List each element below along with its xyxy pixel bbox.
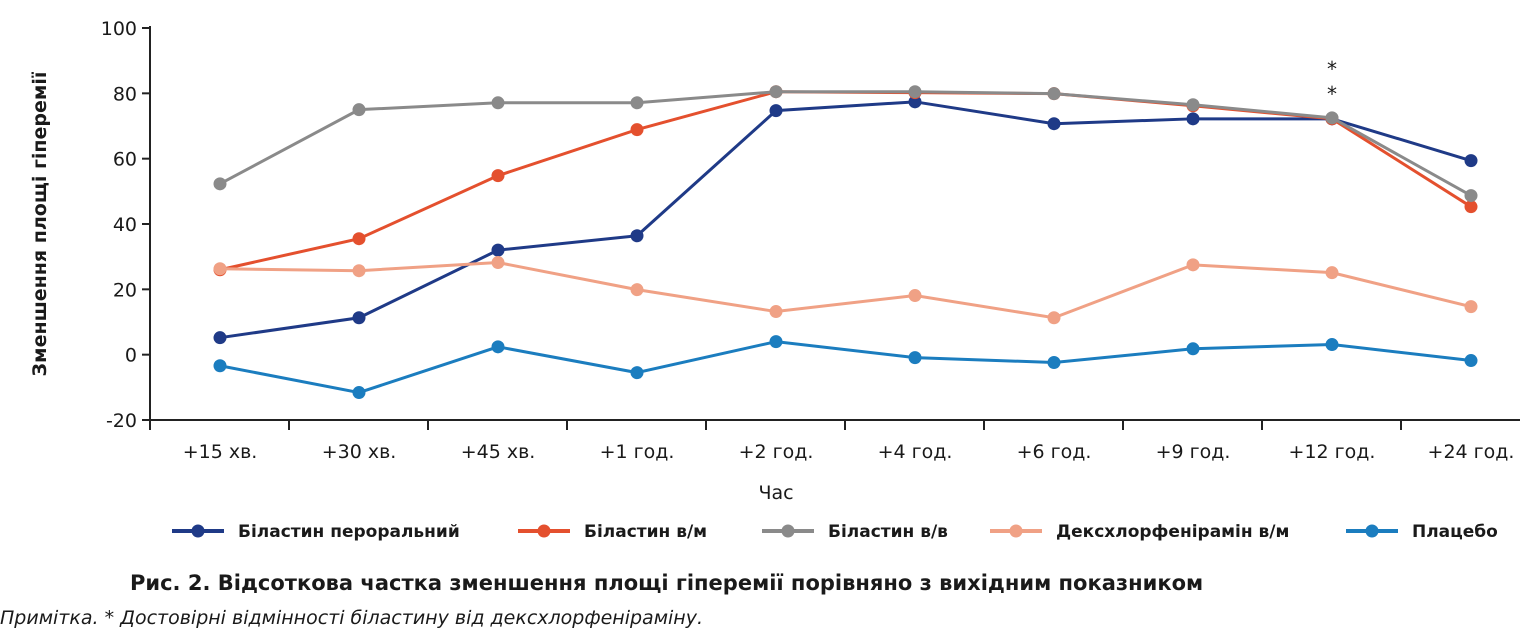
y-tick-label: 60 bbox=[113, 149, 137, 171]
data-point bbox=[491, 243, 505, 257]
x-tick-label: +4 год. bbox=[878, 441, 953, 463]
data-point bbox=[630, 366, 644, 380]
legend-label: Дексхлорфенірамін в/м bbox=[1056, 522, 1289, 542]
data-point bbox=[1047, 311, 1061, 325]
x-tick-label: +12 год. bbox=[1289, 441, 1376, 463]
data-point bbox=[1325, 266, 1339, 280]
data-point bbox=[769, 85, 783, 99]
data-point bbox=[769, 335, 783, 349]
y-tick-label: 80 bbox=[113, 83, 137, 105]
data-point bbox=[213, 331, 227, 345]
significance-marker: * bbox=[1327, 82, 1337, 106]
data-point bbox=[908, 95, 922, 109]
legend-marker bbox=[1009, 524, 1023, 538]
data-point bbox=[769, 305, 783, 319]
data-point bbox=[908, 351, 922, 365]
data-point bbox=[1325, 338, 1339, 352]
series-line-4 bbox=[219, 340, 1472, 395]
y-tick-label: 0 bbox=[125, 345, 137, 367]
data-point bbox=[1047, 87, 1061, 101]
data-point bbox=[352, 386, 366, 400]
legend: Біластин пероральний Біластин в/м Біластин… bbox=[172, 522, 1498, 542]
data-point bbox=[352, 311, 366, 325]
legend-marker bbox=[1365, 524, 1379, 538]
data-point bbox=[1186, 112, 1200, 126]
y-axis-label: Зменшення площі гіперемії bbox=[29, 71, 51, 376]
data-point bbox=[491, 340, 505, 354]
figure-caption: Рис. 2. Відсоткова частка зменшення площ… bbox=[130, 571, 1203, 595]
axes: 100 80 60 40 20 0 -20 +15 хв. +30 хв. +45 хв. +1 г… bbox=[101, 18, 1520, 463]
data-point bbox=[213, 359, 227, 373]
figure-note: Примітка. * Достовірні відмінності білас… bbox=[0, 607, 703, 629]
data-point bbox=[213, 262, 227, 276]
legend-label: Плацебо bbox=[1412, 522, 1498, 542]
legend-label: Біластин пероральний bbox=[238, 522, 460, 542]
x-tick-label: +6 год. bbox=[1017, 441, 1092, 463]
data-point bbox=[1464, 354, 1478, 368]
data-point bbox=[630, 96, 644, 110]
y-tick-label: 100 bbox=[101, 18, 137, 40]
data-point bbox=[908, 289, 922, 303]
series-line-2 bbox=[219, 90, 1472, 197]
series-group: ** bbox=[213, 57, 1478, 400]
data-point bbox=[908, 85, 922, 99]
x-tick-label: +1 год. bbox=[600, 441, 675, 463]
data-point bbox=[1047, 117, 1061, 131]
data-point bbox=[491, 96, 505, 110]
data-point bbox=[630, 283, 644, 297]
data-point bbox=[352, 264, 366, 278]
legend-marker bbox=[781, 524, 795, 538]
y-tick-label: 20 bbox=[113, 279, 137, 301]
data-point bbox=[491, 256, 505, 270]
data-point bbox=[352, 232, 366, 246]
x-tick-label: +15 хв. bbox=[183, 441, 258, 463]
x-axis-label: Час bbox=[758, 482, 793, 504]
series-line-3 bbox=[219, 261, 1472, 320]
data-point bbox=[1464, 300, 1478, 314]
x-tick-label: +9 год. bbox=[1156, 441, 1231, 463]
y-tick-label: -20 bbox=[106, 410, 137, 432]
data-point bbox=[1464, 154, 1478, 168]
data-point bbox=[352, 103, 366, 117]
x-tick-label: +24 год. bbox=[1428, 441, 1515, 463]
data-point bbox=[1325, 111, 1339, 125]
y-tick-label: 40 bbox=[113, 214, 137, 236]
data-point bbox=[630, 229, 644, 243]
data-point bbox=[1186, 98, 1200, 112]
x-tick-label: +2 год. bbox=[739, 441, 814, 463]
data-point bbox=[769, 104, 783, 118]
legend-label: Біластин в/в bbox=[828, 522, 948, 542]
legend-marker bbox=[191, 524, 205, 538]
legend-marker bbox=[537, 524, 551, 538]
data-point bbox=[1464, 200, 1478, 214]
x-tick-label: +30 хв. bbox=[322, 441, 397, 463]
data-point bbox=[1047, 356, 1061, 370]
data-point bbox=[213, 177, 227, 191]
significance-marker: * bbox=[1327, 57, 1337, 81]
data-point bbox=[630, 123, 644, 137]
data-point bbox=[1464, 189, 1478, 203]
data-point bbox=[1186, 342, 1200, 356]
series-line-0 bbox=[219, 100, 1472, 340]
data-point bbox=[1186, 258, 1200, 272]
legend-label: Біластин в/м bbox=[584, 522, 707, 542]
data-point bbox=[491, 169, 505, 183]
x-tick-label: +45 хв. bbox=[461, 441, 536, 463]
